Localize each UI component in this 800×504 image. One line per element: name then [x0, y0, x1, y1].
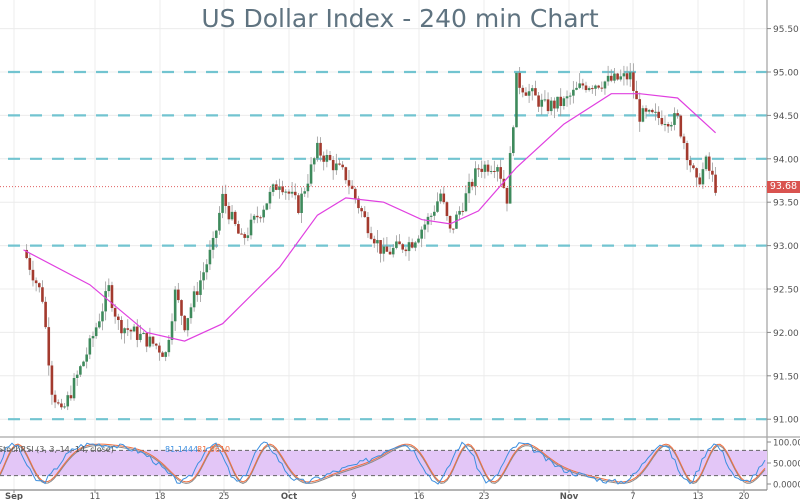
svg-text:91.00: 91.00 [773, 416, 799, 426]
svg-text:Sep: Sep [5, 492, 23, 500]
svg-text:7: 7 [630, 492, 635, 500]
svg-text:0.0000: 0.0000 [773, 481, 800, 491]
candlesticks [25, 62, 717, 411]
svg-text:50.0000: 50.0000 [773, 460, 800, 470]
svg-text:92.50: 92.50 [773, 286, 799, 296]
svg-text:Oct: Oct [281, 492, 297, 500]
current-price-label: 93.68 [767, 180, 800, 193]
svg-text:16: 16 [414, 492, 425, 500]
svg-text:13: 13 [693, 492, 704, 500]
svg-text:92.00: 92.00 [773, 329, 799, 339]
svg-text:95.50: 95.50 [773, 25, 799, 35]
svg-text:91.50: 91.50 [773, 372, 799, 382]
svg-text:Nov: Nov [560, 492, 579, 500]
svg-text:23: 23 [479, 492, 490, 500]
svg-text:20: 20 [739, 492, 750, 500]
svg-text:StochRSI (3, 3, 14, 14, close): StochRSI (3, 3, 14, 14, close) [0, 445, 114, 454]
svg-text:81.0610: 81.0610 [197, 445, 230, 454]
svg-text:100.0000: 100.0000 [773, 439, 800, 449]
svg-text:18: 18 [155, 492, 166, 500]
svg-text:94.00: 94.00 [773, 155, 799, 165]
svg-text:81.1444: 81.1444 [165, 445, 198, 454]
svg-text:9: 9 [351, 492, 356, 500]
svg-text:93.50: 93.50 [773, 199, 799, 209]
svg-text:94.50: 94.50 [773, 112, 799, 122]
moving-average-line [23, 93, 717, 342]
svg-text:25: 25 [219, 492, 230, 500]
svg-text:11: 11 [90, 492, 101, 500]
svg-text:93.00: 93.00 [773, 242, 799, 252]
svg-text:95.00: 95.00 [773, 69, 799, 79]
